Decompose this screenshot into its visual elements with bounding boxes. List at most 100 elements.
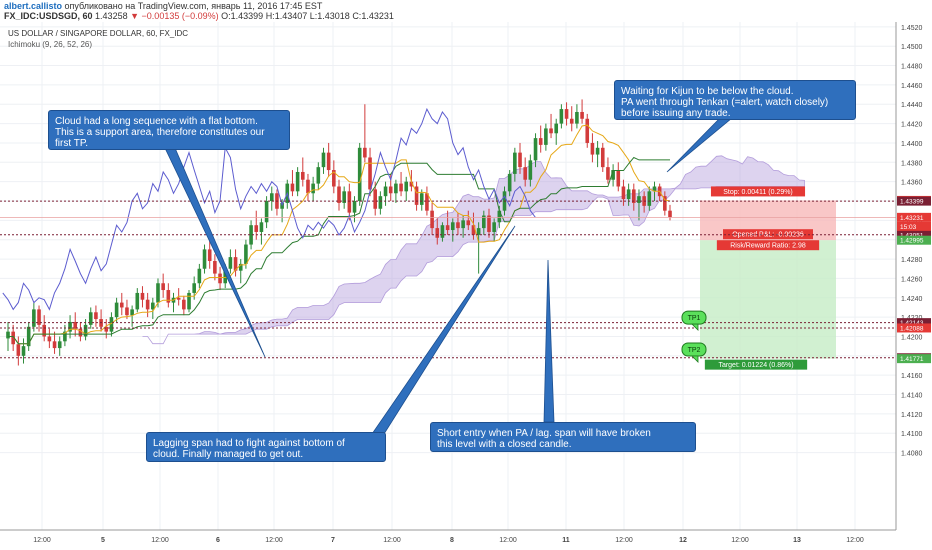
candle-body xyxy=(606,167,610,180)
candle-body xyxy=(663,196,667,211)
stop-label: Stop: 0.00411 (0.29%) xyxy=(723,189,793,196)
candle-body xyxy=(176,297,181,300)
candle xyxy=(316,162,321,190)
candle-body xyxy=(332,170,336,187)
candle xyxy=(182,295,186,316)
candle-body xyxy=(394,183,398,194)
candle xyxy=(580,99,584,124)
candle-body xyxy=(16,344,21,356)
candle-body xyxy=(32,309,36,327)
candle xyxy=(569,106,574,132)
candle xyxy=(440,222,445,242)
candle xyxy=(575,104,579,129)
candle-body xyxy=(228,257,233,269)
candle-body xyxy=(497,210,502,223)
x-tick-label: 7 xyxy=(331,537,335,544)
x-tick-label: 12:00 xyxy=(33,537,51,544)
candle xyxy=(68,315,72,339)
price-tag xyxy=(897,196,931,206)
candle xyxy=(254,210,259,240)
candle-body xyxy=(223,268,228,284)
candle xyxy=(435,218,440,245)
candle xyxy=(600,142,605,172)
x-tick-label: 8 xyxy=(450,537,454,544)
symbol: FX_IDC:USDSGD, 60 xyxy=(4,11,93,21)
candle-body xyxy=(528,160,533,180)
price-tag xyxy=(897,318,931,328)
candle-body xyxy=(187,292,191,310)
candle-body xyxy=(166,290,171,303)
candle-body xyxy=(538,138,543,145)
tp-marker: TP1 xyxy=(681,310,707,332)
price-tag xyxy=(897,354,931,364)
candle xyxy=(300,157,305,187)
candle xyxy=(528,154,533,187)
candle-body xyxy=(363,147,367,158)
callout-lagging: Lagging span had to fight against bottom… xyxy=(146,432,386,462)
candle-body xyxy=(249,225,253,245)
candle xyxy=(11,324,15,351)
candle-body xyxy=(264,201,269,223)
candle-body xyxy=(269,193,274,202)
candle xyxy=(135,288,140,313)
close-value: C:1.43231 xyxy=(352,11,394,21)
candle-body xyxy=(47,336,52,342)
candle-body xyxy=(238,263,243,271)
y-tick-label: 1.4400 xyxy=(901,141,923,148)
pnl-label-bg xyxy=(723,229,813,240)
author-link[interactable]: albert.callisto xyxy=(4,1,63,11)
candle-body xyxy=(554,123,559,134)
candle-body xyxy=(440,225,445,238)
countdown-label: 15:03 xyxy=(900,224,917,231)
candle-body xyxy=(130,309,134,316)
candle-body xyxy=(419,193,424,205)
candle-body xyxy=(357,147,362,202)
time-axis: 12:00 5 12:00 6 12:00 7 12:00 8 12:00 11 12:00 12 12… xyxy=(0,529,896,544)
candle-body xyxy=(63,331,67,342)
candle-body xyxy=(482,215,486,229)
candle xyxy=(378,191,383,215)
candle xyxy=(202,244,207,274)
candle xyxy=(73,312,78,337)
candle-body xyxy=(513,152,517,174)
candle-body xyxy=(145,299,150,310)
candle xyxy=(487,208,491,238)
price-tag xyxy=(897,212,931,222)
down-arrow-icon: ▼ xyxy=(130,11,140,21)
candle-body xyxy=(523,167,527,180)
candle-body xyxy=(259,222,264,232)
candle xyxy=(637,189,641,221)
rr-label: Risk/Reward Ratio: 2.98 xyxy=(730,243,806,250)
candle xyxy=(47,328,52,349)
candle xyxy=(207,239,212,269)
candle xyxy=(668,204,672,221)
candle-body xyxy=(254,225,259,232)
candle-body xyxy=(21,346,26,356)
candle-body xyxy=(476,228,481,235)
candle-body xyxy=(151,302,155,310)
candle-body xyxy=(456,222,460,229)
candle-body xyxy=(373,189,378,209)
candle-body xyxy=(487,215,491,232)
candle xyxy=(306,173,310,202)
candle-body xyxy=(580,111,584,119)
candle xyxy=(166,283,171,308)
candle-body xyxy=(316,167,321,184)
candle xyxy=(631,183,636,211)
tp-marker: TP2 xyxy=(681,342,707,363)
candle-body xyxy=(73,321,78,329)
candle xyxy=(590,133,595,163)
tp-pointer xyxy=(691,355,699,363)
candle xyxy=(275,189,279,216)
header: albert.callisto опубликовано на TradingV… xyxy=(0,0,932,22)
candle-body xyxy=(507,173,512,192)
y-tick-label: 1.4200 xyxy=(901,334,923,341)
candle xyxy=(476,222,481,274)
candle xyxy=(161,273,165,298)
candle-body xyxy=(668,210,672,218)
candle xyxy=(450,218,455,242)
candle-body xyxy=(337,186,341,203)
candle xyxy=(621,179,626,206)
lagging-span xyxy=(2,107,536,311)
candle xyxy=(647,186,652,211)
